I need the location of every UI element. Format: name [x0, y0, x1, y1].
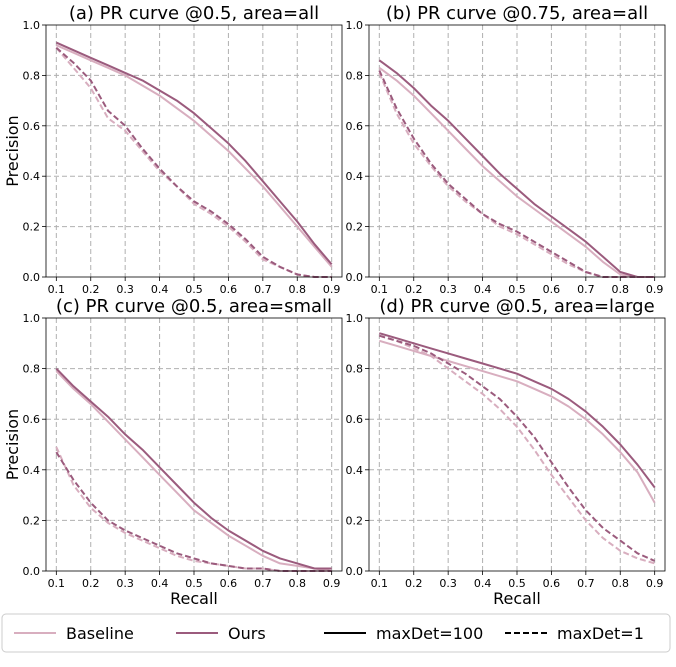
x-tick-label: 0.7 — [254, 577, 272, 590]
y-tick-label: 0.2 — [346, 221, 364, 234]
y-axis-label: Precision — [3, 409, 22, 480]
panel-title: (c) PR curve @0.5, area=small — [56, 296, 332, 317]
series-line-ours-maxdet-100 — [55, 41, 333, 266]
y-tick-label: 0.2 — [23, 514, 41, 527]
series-line-ours-maxdet-1 — [55, 46, 332, 278]
x-tick-label: 0.1 — [48, 577, 66, 590]
y-tick-label: 0.6 — [23, 413, 41, 426]
x-tick-label: 0.7 — [254, 283, 272, 296]
x-tick-label: 0.6 — [543, 283, 561, 296]
x-tick-label: 0.5 — [508, 283, 526, 296]
x-tick-label: 0.8 — [612, 283, 630, 296]
x-tick-label: 0.9 — [646, 283, 664, 296]
series-line-baseline-maxdet-1 — [55, 47, 332, 278]
legend-label-maxdet-100: maxDet=100 — [376, 624, 483, 643]
panel-4: 0.1 0.2 0.3 0.4 0.5 0.6 0.7 0.8 0.9 0.0 0.2 0.4 0.6 0… — [346, 296, 666, 608]
panels: 0.1 0.2 0.3 0.4 0.5 0.6 0.7 0.8 0.9 0.0 0.2 0.4 0.6 0… — [3, 3, 666, 608]
series-line-baseline-maxdet-100 — [55, 44, 333, 268]
x-tick-label: 0.9 — [646, 577, 664, 590]
x-tick-label: 0.6 — [220, 577, 238, 590]
panel-title: (d) PR curve @0.5, area=large — [379, 296, 654, 317]
x-tick-label: 0.8 — [612, 577, 630, 590]
x-tick-label: 0.4 — [474, 283, 492, 296]
series-line-ours-maxdet-100 — [378, 59, 655, 278]
x-tick-label: 0.3 — [439, 283, 457, 296]
panel-title: (b) PR curve @0.75, area=all — [386, 3, 648, 24]
x-tick-label: 0.5 — [185, 283, 203, 296]
x-tick-label: 0.5 — [508, 577, 526, 590]
x-tick-label: 0.4 — [151, 283, 169, 296]
y-tick-label: 0.4 — [23, 464, 41, 477]
y-tick-label: 0.4 — [23, 170, 41, 183]
legend: Baseline Ours maxDet=100 maxDet=1 — [1, 613, 671, 653]
y-tick-label: 0.6 — [346, 413, 364, 426]
series-line-baseline-maxdet-1 — [379, 334, 655, 565]
x-tick-label: 0.2 — [82, 577, 100, 590]
x-tick-label: 0.1 — [371, 283, 389, 296]
y-tick-label: 0.8 — [23, 363, 41, 376]
x-axis-label: Recall — [493, 589, 541, 608]
y-tick-label: 0.0 — [346, 271, 364, 284]
y-tick-label: 0.6 — [346, 120, 364, 133]
x-tick-label: 0.9 — [323, 577, 341, 590]
panel-3: 0.1 0.2 0.3 0.4 0.5 0.6 0.7 0.8 0.9 0.0 0.2 0.4 0.6 0… — [3, 296, 343, 608]
series-line-ours-maxdet-100 — [55, 367, 332, 570]
plot-frame — [45, 317, 343, 572]
x-tick-label: 0.4 — [474, 577, 492, 590]
y-tick-label: 1.0 — [346, 312, 364, 325]
y-tick-label: 0.2 — [23, 221, 41, 234]
panel-2: 0.1 0.2 0.3 0.4 0.5 0.6 0.7 0.8 0.9 0.0 0.2 0.4 0.6 0… — [346, 3, 666, 296]
x-tick-label: 0.8 — [289, 283, 307, 296]
y-axis-label: Precision — [3, 115, 22, 186]
y-tick-label: 0.6 — [23, 120, 41, 133]
panel-title: (a) PR curve @0.5, area=all — [69, 3, 319, 24]
x-tick-label: 0.7 — [577, 577, 595, 590]
x-tick-label: 0.8 — [289, 577, 307, 590]
legend-label-baseline: Baseline — [66, 624, 134, 643]
x-tick-label: 0.3 — [116, 283, 134, 296]
x-tick-label: 0.2 — [405, 577, 423, 590]
series-line-baseline-maxdet-100 — [55, 370, 332, 572]
x-tick-label: 0.5 — [185, 577, 203, 590]
x-tick-label: 0.1 — [371, 577, 389, 590]
y-tick-label: 1.0 — [23, 19, 41, 32]
y-tick-label: 1.0 — [346, 19, 364, 32]
series-line-baseline-maxdet-100 — [378, 66, 655, 278]
x-tick-label: 0.7 — [577, 283, 595, 296]
x-axis-label: Recall — [170, 589, 218, 608]
y-tick-label: 1.0 — [23, 312, 41, 325]
y-tick-label: 0.0 — [23, 271, 41, 284]
plot-frame — [45, 24, 343, 278]
x-tick-label: 0.2 — [82, 283, 100, 296]
legend-label-maxdet-1: maxDet=1 — [557, 624, 644, 643]
x-tick-label: 0.6 — [543, 577, 561, 590]
series-line-ours-maxdet-1 — [378, 69, 655, 278]
x-tick-label: 0.1 — [48, 283, 66, 296]
y-tick-label: 0.0 — [23, 565, 41, 578]
series-line-ours-maxdet-100 — [379, 332, 656, 489]
x-tick-label: 0.2 — [405, 283, 423, 296]
y-tick-label: 0.8 — [346, 363, 364, 376]
panel-1: 0.1 0.2 0.3 0.4 0.5 0.6 0.7 0.8 0.9 0.0 0.2 0.4 0.6 0… — [3, 3, 343, 296]
x-tick-label: 0.3 — [439, 577, 457, 590]
x-tick-label: 0.4 — [151, 577, 169, 590]
series-line-ours-maxdet-1 — [379, 334, 656, 562]
y-tick-label: 0.8 — [346, 69, 364, 82]
y-tick-label: 0.0 — [346, 565, 364, 578]
legend-label-ours: Ours — [228, 624, 266, 643]
y-tick-label: 0.4 — [346, 464, 364, 477]
plot-frame — [368, 24, 666, 278]
y-tick-label: 0.2 — [346, 514, 364, 527]
y-tick-label: 0.8 — [23, 69, 41, 82]
x-tick-label: 0.6 — [220, 283, 238, 296]
x-tick-label: 0.3 — [116, 577, 134, 590]
y-tick-label: 0.4 — [346, 170, 364, 183]
x-tick-label: 0.9 — [323, 283, 341, 296]
